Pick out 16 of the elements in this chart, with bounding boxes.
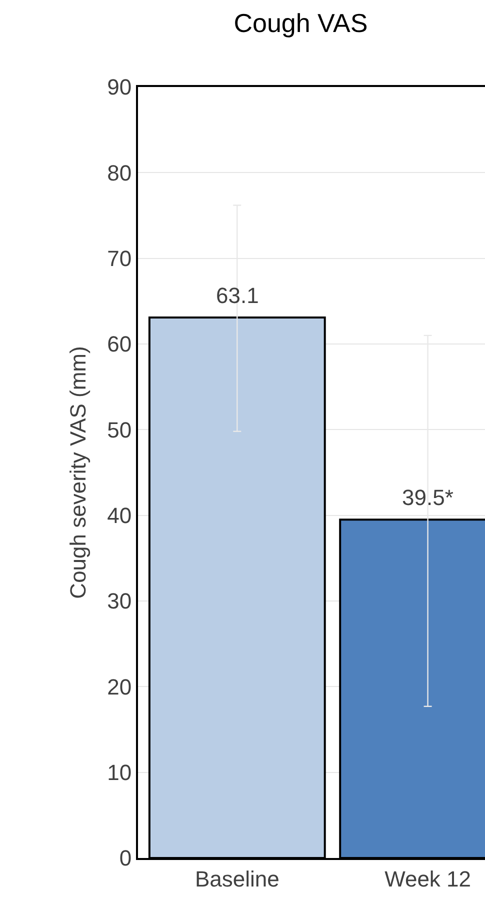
y-tick-label: 20 (107, 674, 132, 700)
x-tick-label: Week 12 (384, 866, 472, 892)
y-axis-title: Cough severity VAS (mm) (65, 346, 90, 599)
y-tick-label: 30 (107, 588, 132, 614)
y-tick-label: 70 (107, 246, 132, 272)
chart-title: Cough VAS (234, 8, 368, 38)
y-tick-label: 40 (107, 503, 132, 528)
y-tick-label: 80 (107, 160, 132, 186)
data-label: 63.1 (216, 283, 259, 308)
data-label: 39.5* (402, 485, 454, 510)
x-tick-label: Baseline (194, 866, 280, 892)
y-tick-label: 60 (107, 332, 132, 357)
y-tick-label: 50 (107, 417, 132, 442)
y-tick-label: 10 (107, 760, 132, 786)
y-tick-label: 90 (107, 74, 132, 100)
y-tick-label: 0 (119, 846, 132, 871)
